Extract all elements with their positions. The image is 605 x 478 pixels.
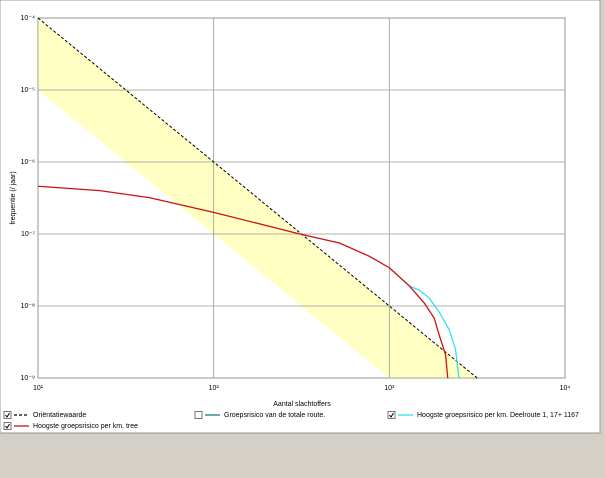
x-tick-label: 10² [209,385,220,392]
y-axis-label: frequentie (/ jaar) [10,171,17,224]
legend-label: Hoogste groepsrisico per km. tree [33,423,138,430]
legend-label: Groepsrisico van de totale route. [224,412,325,419]
y-tick-label: 10⁻⁹ [21,375,35,382]
y-tick-label: 10⁻⁷ [21,231,35,238]
legend-check [5,412,10,418]
legend-checkbox [387,411,396,419]
x-tick-label: 10⁴ [560,385,571,392]
legend-label: Hoogste groepsrisico per km. Deelroute 1… [417,412,579,419]
series-line [37,185,449,379]
y-tick-label: 10⁻⁴ [21,15,36,22]
x-axis-label: Aantal slachtoffers [273,401,331,408]
legend-checkbox [194,411,203,419]
series-line [388,267,460,379]
legend-check [389,412,394,418]
legend-label: Oriëntatiewaarde [33,412,86,419]
y-tick-label: 10⁻⁸ [21,303,35,310]
legend-checkbox [3,411,12,419]
legend-checkbox [3,422,12,430]
x-tick-label: 10³ [384,385,395,392]
legend-check [5,423,10,429]
y-tick-label: 10⁻⁶ [21,159,35,166]
plot-area [37,17,566,379]
x-tick-label: 10¹ [33,385,44,392]
y-tick-label: 10⁻⁵ [21,87,35,94]
